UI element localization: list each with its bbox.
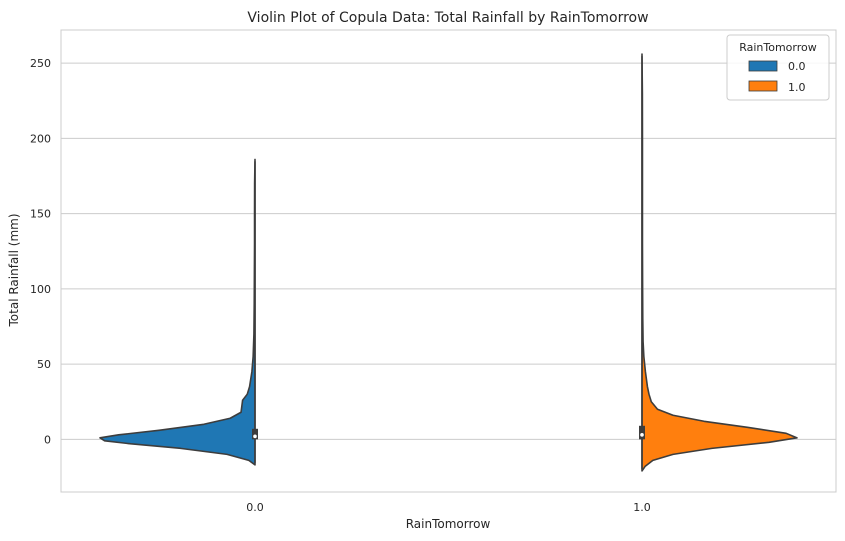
y-tick-label: 150 (30, 208, 51, 221)
violin-1.0 (641, 53, 798, 472)
legend-swatch-0 (748, 60, 778, 72)
x-tick-labels: 0.0 1.0 (246, 501, 651, 514)
median-dot-1.0 (640, 433, 644, 437)
legend-swatch-1 (748, 80, 778, 92)
chart-title: Violin Plot of Copula Data: Total Rainfa… (247, 10, 648, 26)
y-tick-labels: 0 50 100 150 200 250 (30, 57, 51, 446)
plot-frame (60, 29, 837, 493)
y-tick-label: 50 (37, 358, 51, 371)
legend: RainTomorrow 0.0 1.0 (726, 34, 830, 101)
y-tick-label: 0 (44, 433, 51, 446)
legend-label-0: 0.0 (788, 60, 806, 73)
violins (99, 53, 798, 472)
legend-label-1: 1.0 (788, 81, 806, 94)
legend-title: RainTomorrow (739, 41, 817, 54)
x-tick-label: 0.0 (246, 501, 264, 514)
y-gridlines (61, 62, 836, 440)
iqr-box-1.0 (639, 425, 645, 440)
y-tick-label: 200 (30, 132, 51, 145)
x-tick-label: 1.0 (633, 501, 651, 514)
iqr-box-0.0 (252, 428, 258, 440)
y-tick-label: 250 (30, 57, 51, 70)
x-axis-label: RainTomorrow (406, 517, 491, 531)
y-axis-label: Total Rainfall (mm) (7, 213, 21, 327)
median-dot-0.0 (253, 434, 257, 439)
violin-0.0 (99, 158, 256, 466)
y-tick-label: 100 (30, 283, 51, 296)
